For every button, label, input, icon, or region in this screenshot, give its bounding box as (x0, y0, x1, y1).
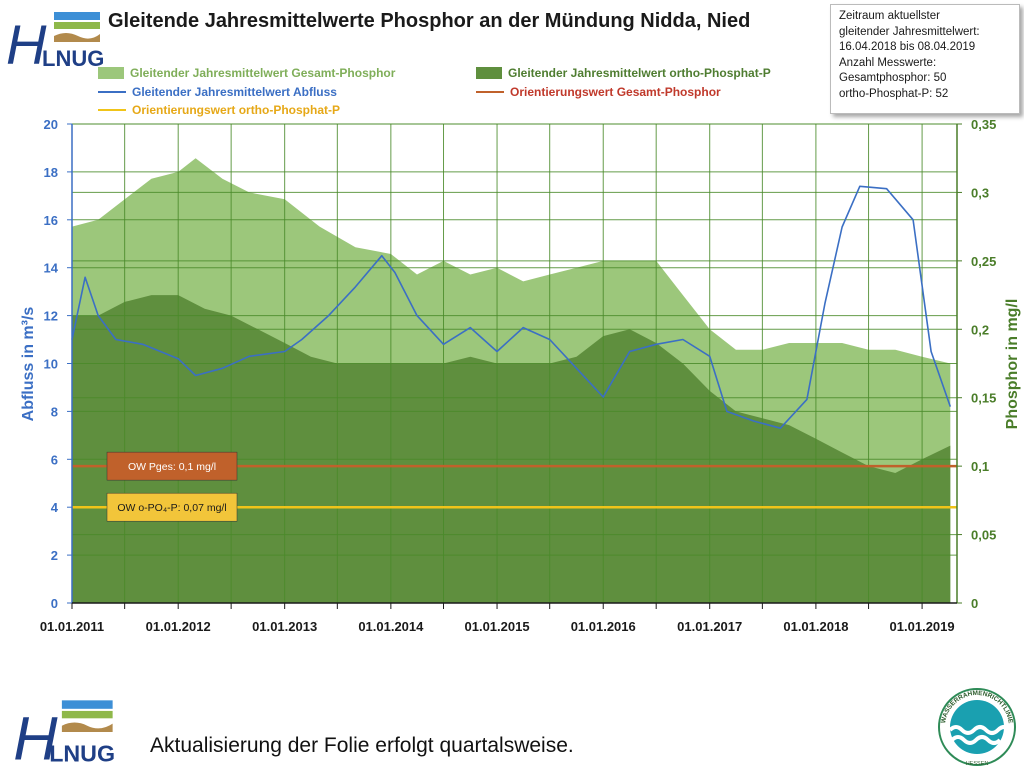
hlnug-logo-graphic: H LNUG (6, 12, 104, 76)
reference-label-ow-gesamt: OW Pges: 0,1 mg/l (128, 461, 216, 473)
y-tick-label-left: 10 (44, 357, 58, 372)
info-line: gleitender Jahresmittelwert: (839, 25, 980, 38)
y-tick-label-left: 6 (51, 452, 58, 467)
y-tick-label-left: 12 (44, 309, 58, 324)
legend-label: Gleitender Jahresmittelwert Abfluss (132, 85, 337, 99)
svg-text:H: H (13, 704, 58, 768)
hlnug-logo-graphic: H LNUG (13, 700, 115, 773)
y-tick-label-right: 0,2 (971, 322, 989, 337)
y-tick-label-left: 20 (44, 117, 58, 132)
chart-title: Gleitende Jahresmittelwerte Phosphor an … (108, 10, 751, 32)
svg-text:LNUG: LNUG (42, 46, 104, 71)
legend-swatch (98, 91, 126, 93)
info-line: Gesamtphosphor: 50 (839, 72, 947, 84)
wrrl-badge: WASSERRAHMENRICHTLINIE HESSEN (933, 686, 1021, 768)
x-tick-label: 01.01.2017 (677, 619, 742, 634)
legend-label: Gleitender Jahresmittelwert ortho-Phosph… (508, 66, 771, 80)
y-tick-label-right: 0,1 (971, 459, 989, 474)
y-tick-label-left: 18 (44, 165, 58, 180)
legend-swatch (476, 67, 502, 79)
y-tick-label-right: 0,15 (971, 391, 996, 406)
y-axis-label-right: Phosphor in mg/l (1004, 299, 1021, 430)
line-abfluss (71, 185, 952, 429)
area-ortho-phosphat (72, 295, 951, 603)
y-tick-label-left: 16 (44, 213, 58, 228)
x-tick-label: 01.01.2011 (40, 619, 104, 634)
y-tick-label-left: 2 (51, 548, 58, 563)
legend-swatch (476, 91, 504, 93)
x-tick-label: 01.01.2016 (571, 619, 636, 634)
info-line: ortho-Phosphat-P: 52 (839, 87, 949, 100)
legend-ow-gesamt: Orientierungswert Gesamt-Phosphor (476, 85, 721, 99)
legend-swatch (98, 67, 124, 79)
svg-text:H: H (6, 13, 47, 74)
hlnug-logo: H LNUG (4, 4, 104, 76)
info-line: 16.04.2018 bis 08.04.2019 (839, 41, 976, 53)
info-box: Zeitraum aktuellster gleitender Jahresmi… (830, 4, 1020, 114)
y-tick-label-right: 0,05 (971, 528, 996, 543)
x-tick-label: 01.01.2018 (783, 619, 848, 634)
svg-text:LNUG: LNUG (49, 741, 115, 767)
y-tick-label-right: 0,35 (971, 117, 996, 132)
footer-note: Aktualisierung der Folie erfolgt quartal… (150, 734, 574, 757)
y-tick-label-left: 4 (51, 500, 59, 515)
legend-label: Orientierungswert ortho-Phosphat-P (132, 103, 341, 117)
y-tick-label-right: 0,3 (971, 185, 989, 200)
y-tick-label-left: 0 (51, 596, 58, 611)
x-tick-label: 01.01.2012 (146, 619, 211, 634)
y-axis-label-left: Abfluss in m³/s (20, 307, 37, 422)
chart-area: OW Pges: 0,1 mg/l OW o-PO₄-P: 0,07 mg/l 0… (20, 117, 1021, 634)
legend-gesamt-phosphor: Gleitender Jahresmittelwert Gesamt-Phosp… (98, 66, 395, 80)
reference-label-ow-ortho-box (106, 492, 238, 522)
y-tick-label-right: 0 (971, 596, 978, 611)
y-tick-label-right: 0,25 (971, 254, 996, 269)
legend-label: Gleitender Jahresmittelwert Gesamt-Phosp… (130, 66, 396, 80)
info-line: Anzahl Messwerte: (839, 56, 937, 69)
x-tick-label: 01.01.2015 (465, 619, 530, 634)
hlnug-logo-bottom: H LNUG (4, 694, 124, 773)
x-tick-label: 01.01.2019 (890, 619, 955, 634)
info-line: Zeitraum aktuellster (839, 10, 940, 22)
x-tick-label: 01.01.2014 (358, 619, 424, 634)
y-tick-label-left: 8 (51, 404, 58, 419)
y-tick-label-left: 14 (44, 261, 59, 276)
legend-ow-ortho: Orientierungswert ortho-Phosphat-P (98, 103, 340, 117)
x-tick-label: 01.01.2013 (252, 619, 317, 634)
wrrl-badge-graphic: WASSERRAHMENRICHTLINIE HESSEN (938, 688, 1016, 767)
reference-label-ow-gesamt-box (106, 451, 238, 481)
legend-ortho-phosphat: Gleitender Jahresmittelwert ortho-Phosph… (476, 66, 771, 80)
legend-abfluss: Gleitender Jahresmittelwert Abfluss (98, 85, 337, 99)
legend-swatch (98, 109, 126, 111)
legend-label: Orientierungswert Gesamt-Phosphor (510, 85, 721, 99)
reference-label-ow-ortho: OW o-PO₄-P: 0,07 mg/l (117, 502, 226, 514)
badge-bottom-text: HESSEN (966, 761, 989, 767)
